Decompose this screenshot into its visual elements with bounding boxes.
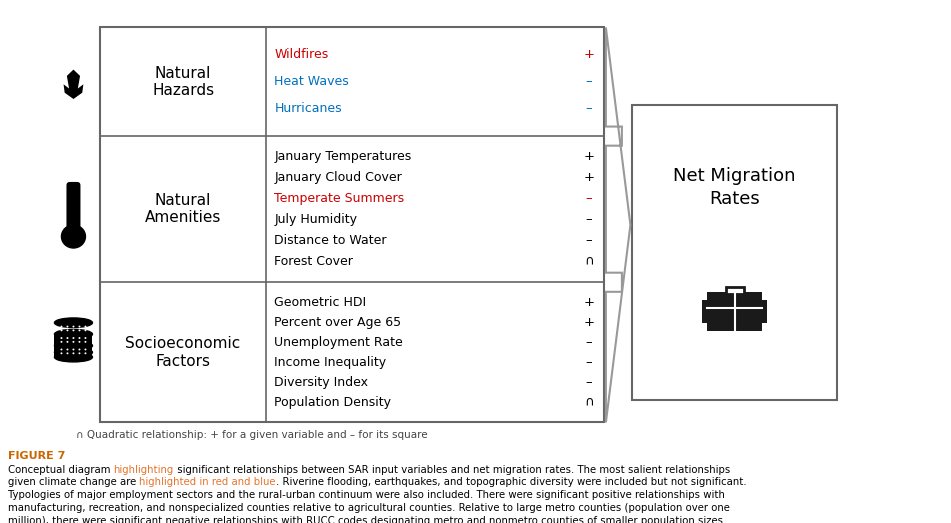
Ellipse shape: [54, 348, 92, 357]
Bar: [702, 300, 708, 323]
Ellipse shape: [54, 318, 92, 327]
Circle shape: [72, 337, 74, 339]
Polygon shape: [64, 70, 84, 99]
Bar: [726, 287, 744, 294]
Text: January Temperatures: January Temperatures: [274, 151, 412, 164]
Circle shape: [67, 337, 68, 339]
Text: highlighting: highlighting: [113, 464, 174, 474]
Ellipse shape: [54, 341, 92, 350]
Text: Distance to Water: Distance to Water: [274, 234, 387, 247]
Text: Income Inequality: Income Inequality: [274, 356, 386, 369]
Text: significant relationships between SAR input variables and net migration rates. T: significant relationships between SAR in…: [174, 464, 729, 474]
Circle shape: [67, 348, 68, 350]
Circle shape: [72, 353, 74, 354]
Bar: [54, 346, 92, 357]
Text: Net Migration
Rates: Net Migration Rates: [673, 167, 796, 208]
Circle shape: [85, 348, 87, 350]
Text: Typologies of major employment sectors and the rural-urban continuum were also i: Typologies of major employment sectors a…: [8, 491, 725, 501]
Text: +: +: [583, 48, 594, 61]
Text: ∩: ∩: [584, 255, 593, 268]
Text: Unemployment Rate: Unemployment Rate: [274, 336, 403, 349]
Circle shape: [67, 353, 68, 354]
Circle shape: [85, 341, 87, 343]
Text: Socioeconomic
Factors: Socioeconomic Factors: [126, 336, 241, 369]
Text: –: –: [586, 234, 592, 247]
Text: +: +: [583, 151, 594, 164]
Circle shape: [72, 329, 74, 332]
Circle shape: [78, 329, 81, 332]
Text: manufacturing, recreation, and nonspecialized counties relative to agricultural : manufacturing, recreation, and nonspecia…: [8, 503, 729, 513]
Text: –: –: [586, 356, 592, 369]
Circle shape: [61, 326, 63, 327]
Circle shape: [72, 348, 74, 350]
Circle shape: [67, 341, 68, 343]
Circle shape: [78, 348, 81, 350]
Text: Diversity Index: Diversity Index: [274, 376, 368, 389]
Bar: [54, 334, 92, 346]
Circle shape: [61, 341, 63, 343]
Circle shape: [78, 326, 81, 327]
Text: FIGURE 7: FIGURE 7: [8, 451, 65, 461]
Circle shape: [85, 337, 87, 339]
Circle shape: [85, 326, 87, 327]
Circle shape: [72, 326, 74, 327]
Bar: [708, 292, 762, 331]
Text: Heat Waves: Heat Waves: [274, 75, 349, 88]
FancyBboxPatch shape: [67, 182, 81, 236]
Text: Natural
Hazards: Natural Hazards: [152, 65, 214, 98]
Circle shape: [85, 353, 87, 354]
Text: +: +: [583, 296, 594, 309]
Text: Hurricanes: Hurricanes: [274, 103, 342, 116]
Text: Percent over Age 65: Percent over Age 65: [274, 316, 401, 329]
Text: Wildfires: Wildfires: [274, 48, 328, 61]
Circle shape: [67, 329, 68, 332]
Text: Conceptual diagram: Conceptual diagram: [8, 464, 113, 474]
Circle shape: [61, 353, 63, 354]
Circle shape: [61, 348, 63, 350]
Text: –: –: [586, 75, 592, 88]
Bar: [632, 105, 837, 400]
Ellipse shape: [54, 353, 92, 362]
Text: –: –: [586, 192, 592, 205]
Text: Natural
Amenities: Natural Amenities: [145, 193, 222, 225]
Circle shape: [72, 341, 74, 343]
Text: ∩: ∩: [584, 396, 593, 409]
Text: +: +: [583, 172, 594, 185]
Circle shape: [78, 353, 81, 354]
Text: –: –: [586, 376, 592, 389]
Circle shape: [67, 326, 68, 327]
Text: Population Density: Population Density: [274, 396, 391, 409]
Text: –: –: [586, 213, 592, 226]
Text: +: +: [583, 316, 594, 329]
Text: given climate change are: given climate change are: [8, 477, 139, 487]
Text: –: –: [586, 336, 592, 349]
Text: . Riverine flooding, earthquakes, and topographic diversity were included but no: . Riverine flooding, earthquakes, and to…: [276, 477, 747, 487]
Text: highlighted in red and blue: highlighted in red and blue: [139, 477, 276, 487]
Circle shape: [61, 337, 63, 339]
Text: million), there were significant negative relationships with RUCC codes designat: million), there were significant negativ…: [8, 516, 726, 523]
Text: January Cloud Cover: January Cloud Cover: [274, 172, 402, 185]
Text: ∩ Quadratic relationship: + for a given variable and – for its square: ∩ Quadratic relationship: + for a given …: [76, 430, 428, 440]
Text: Forest Cover: Forest Cover: [274, 255, 353, 268]
Circle shape: [62, 225, 86, 248]
Ellipse shape: [54, 329, 92, 339]
Text: Temperate Summers: Temperate Summers: [274, 192, 404, 205]
Text: –: –: [586, 103, 592, 116]
Circle shape: [85, 329, 87, 332]
Circle shape: [78, 341, 81, 343]
Circle shape: [78, 337, 81, 339]
Polygon shape: [606, 28, 631, 423]
Text: Geometric HDI: Geometric HDI: [274, 296, 366, 309]
Text: July Humidity: July Humidity: [274, 213, 358, 226]
Bar: [761, 300, 767, 323]
Circle shape: [61, 329, 63, 332]
Bar: [100, 28, 604, 423]
